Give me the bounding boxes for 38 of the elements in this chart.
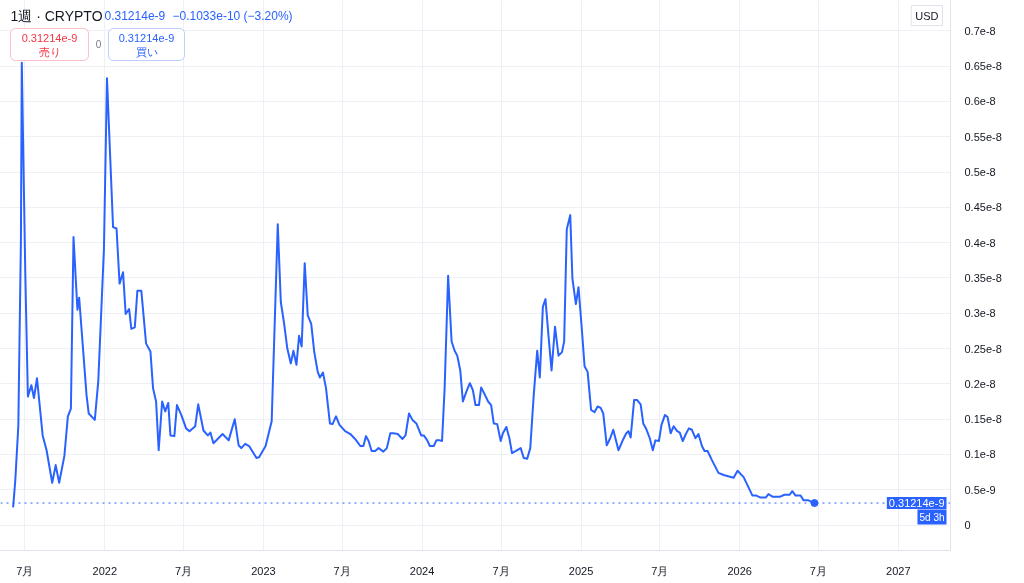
annotation: −0.1033e-10 (−3.20%) — [172, 8, 293, 23]
ref-line-label: 0.31214e-9 — [888, 497, 945, 510]
x-tick-label: 2022 — [92, 564, 118, 577]
annotation: 0 — [95, 38, 102, 50]
y-tick-label: 0.6e-8 — [964, 95, 996, 108]
x-tick-label: 7月 — [16, 564, 34, 577]
y-tick-label: 0.45e-8 — [964, 201, 1002, 214]
annotation: 0.31214e-9 — [118, 31, 175, 44]
y-tick-label: 0.65e-8 — [964, 60, 1002, 73]
annotation: 5d 3h — [919, 511, 945, 523]
y-tick-label: 0.5e-9 — [964, 483, 996, 496]
y-tick-label: 0.5e-8 — [964, 166, 996, 179]
annotation: 0.31214e-9 — [21, 31, 78, 44]
y-tick-label: 0.7e-8 — [964, 24, 996, 37]
x-tick-label: 7月 — [492, 564, 510, 577]
x-tick-label: 7月 — [651, 564, 669, 577]
x-tick-label: 2025 — [568, 564, 594, 577]
x-tick-label: 2026 — [727, 564, 752, 577]
y-tick-label: 0.2e-8 — [964, 377, 996, 390]
annotation: 0.31214e-9 — [104, 9, 166, 23]
annotation: USD — [915, 9, 939, 22]
annotation: 売り — [38, 45, 61, 58]
y-tick-label: 0.55e-8 — [964, 130, 1002, 143]
y-tick-label: 0.35e-8 — [964, 271, 1002, 284]
y-tick-label: 0.25e-8 — [964, 342, 1002, 355]
y-tick-label: 0 — [964, 519, 971, 532]
x-tick-label: 2027 — [886, 564, 911, 577]
x-tick-label: 7月 — [809, 564, 827, 577]
y-tick-label: 0.4e-8 — [964, 236, 996, 249]
y-tick-label: 0.3e-8 — [964, 307, 996, 320]
x-tick-label: 2024 — [409, 564, 435, 577]
y-tick-label: 0.1e-8 — [964, 448, 996, 461]
text: 1週 · CRYPTO — [10, 7, 103, 24]
x-tick-label: 2023 — [251, 564, 276, 577]
x-tick-label: 7月 — [333, 564, 351, 577]
y-tick-label: 0.15e-8 — [964, 413, 1002, 426]
x-tick-label: 7月 — [174, 564, 193, 577]
annotation: 買い — [135, 45, 158, 58]
